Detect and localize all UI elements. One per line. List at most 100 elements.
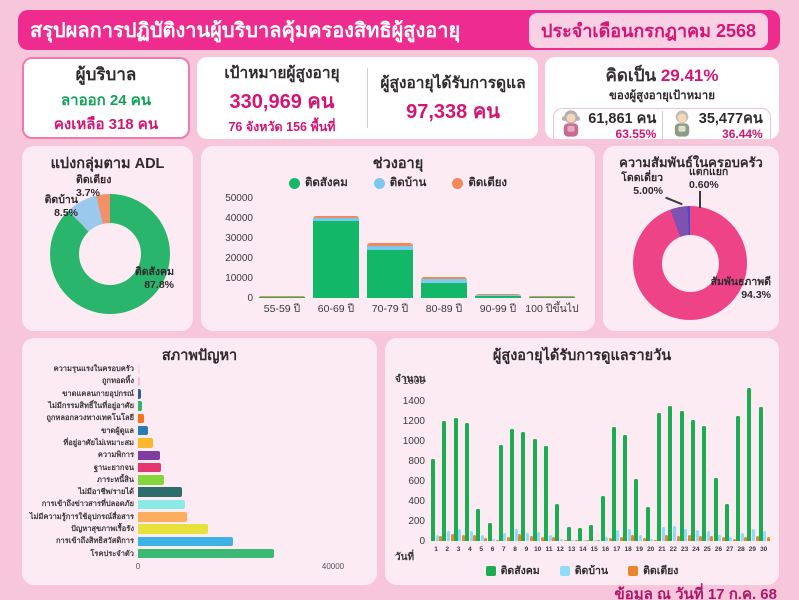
- x-axis-tick: 100 ปีขึ้นไป: [525, 303, 579, 315]
- daily-bar: [631, 535, 635, 541]
- daily-bar: [665, 535, 669, 541]
- homebound-legend-dot: [373, 177, 385, 189]
- y-axis-tick: 1400: [402, 396, 425, 407]
- daily-bar: [600, 496, 605, 541]
- daily-bar: [623, 435, 628, 541]
- donut-hole: [661, 234, 719, 292]
- problem-bar: [138, 389, 142, 399]
- daily-bar: [736, 416, 741, 541]
- daily-bar: [582, 539, 586, 541]
- x-axis-tick: 15: [590, 546, 598, 553]
- donut-hole: [78, 222, 142, 286]
- problem-label: ความรุนแรงในครอบครัว: [53, 364, 134, 374]
- family-donut-chart: [633, 206, 747, 320]
- daily-legend-bedbound: ติดเตียง: [628, 562, 678, 579]
- page-title: สรุปผลการปฏิบัติงานผู้บริบาลคุ้มครองสิทธ…: [30, 20, 461, 42]
- problem-label: ภาระหนี้สิน: [97, 474, 134, 484]
- daily-bar: [552, 537, 556, 541]
- family-broken-pct: 0.60%: [689, 178, 719, 191]
- daily-bar: [740, 532, 744, 541]
- daily-bar: [653, 539, 657, 541]
- daily-bar: [537, 532, 541, 541]
- adl-label-bedbound: ติดเตียง 3.7%: [76, 174, 111, 199]
- daily-bar: [544, 445, 548, 541]
- bar-segment: [259, 296, 305, 297]
- elderly-man-icon: [670, 109, 694, 144]
- daily-bar: [442, 421, 447, 541]
- adl-panel: แบ่งกลุ่มตาม ADL ติดเตียง 3.7% ติดบ้าน 8…: [22, 146, 193, 331]
- daily-bar: [733, 539, 736, 541]
- problem-label: การเข้าถึงสิทธิสวัสดิการ: [55, 536, 134, 546]
- x-axis-tick: 30: [760, 546, 768, 553]
- daily-bar: [684, 528, 688, 541]
- y-axis-tick: 800: [408, 456, 425, 467]
- x-axis-tick: 29: [748, 546, 756, 553]
- daily-bar: [690, 420, 695, 541]
- y-axis-tick: 10000: [225, 273, 253, 284]
- bar-segment: [475, 294, 521, 296]
- adl-label-social: ติดสังคม 87.8%: [118, 266, 174, 291]
- daily-bar: [507, 536, 510, 541]
- target-section: เป้าหมายผู้สูงอายุ 330,969 คน 76 จังหวัด…: [197, 57, 367, 139]
- percent-value: 29.41%: [660, 66, 719, 85]
- daily-bar: [461, 535, 465, 541]
- problem-label: ที่อยู่อาศัยไม่เหมาะสม: [63, 437, 134, 447]
- adl-bedbound-pct: 3.7%: [76, 186, 100, 199]
- adl-title: แบ่งกลุ่มตาม ADL: [50, 156, 165, 172]
- y-axis-tick: 20000: [225, 253, 253, 264]
- daily-bar: [529, 536, 533, 541]
- age-legend-bedbound: ติดเตียง: [452, 174, 507, 192]
- x-axis-tick: 20: [647, 546, 655, 553]
- daily-bar: [571, 539, 575, 541]
- daily-bar: [574, 540, 578, 541]
- daily-bar: [702, 426, 707, 541]
- age-legend-bedbound-label: ติดเตียง: [468, 177, 508, 189]
- family-isolated-name: โดดเดี่ยว: [621, 172, 663, 184]
- x-axis-tick: 70-79 ปี: [371, 303, 409, 315]
- daily-bar: [611, 427, 616, 541]
- problem-bar: [138, 524, 208, 534]
- bar-segment: [421, 276, 467, 279]
- daily-legend-social: ติดสังคม: [485, 562, 540, 579]
- problem-label: โรคประจำตัว: [90, 548, 134, 558]
- x-axis-tick: 10: [534, 546, 542, 553]
- bar-segment: [367, 250, 413, 298]
- cared-section: ผู้สูงอายุได้รับการดูแล 97,338 คน: [368, 57, 538, 139]
- male-pct: 36.44%: [722, 126, 763, 141]
- problem-label: ถูกหลอกลวงทางเทคโนโลยี: [46, 413, 134, 423]
- x-axis-tick: 8: [513, 546, 517, 553]
- daily-bar: [526, 532, 529, 541]
- daily-ylabel: จำนวน: [395, 374, 426, 385]
- daily-legend-bedbound-label: ติดเตียง: [643, 565, 679, 577]
- problem-bar: [138, 401, 143, 411]
- daily-bar: [458, 529, 462, 541]
- problem-label: ขาดแคลนกายอุปกรณ์: [62, 388, 134, 398]
- daily-bar: [608, 538, 612, 541]
- x-axis-tick: 18: [624, 546, 632, 553]
- family-title: ความสัมพันธ์ในครอบครัว: [619, 155, 763, 170]
- isolated-leader-line: [665, 196, 683, 205]
- daily-xlabel: วันที่: [395, 552, 415, 563]
- x-axis-tick: 40000: [321, 561, 345, 571]
- x-axis-tick: 16: [601, 546, 610, 553]
- broken-leader-line: [699, 191, 701, 208]
- problem-bar: [138, 499, 186, 510]
- bar-segment: [313, 216, 359, 218]
- daily-legend-social-label: ติดสังคม: [500, 565, 540, 577]
- male-count: 35,477คน: [698, 111, 763, 128]
- daily-bar: [657, 413, 661, 541]
- x-axis-tick: 21: [658, 546, 666, 553]
- daily-bar: [586, 540, 590, 541]
- family-label-isolated: โดดเดี่ยว 5.00%: [611, 172, 663, 197]
- daily-bar: [540, 536, 544, 541]
- adl-donut-chart: [50, 194, 170, 314]
- daily-bar: [695, 530, 699, 541]
- daily-bar: [532, 439, 537, 541]
- daily-bar: [729, 537, 733, 541]
- daily-bar: [634, 479, 639, 541]
- y-axis-tick: 0: [247, 293, 253, 304]
- x-axis-tick: 22: [669, 546, 677, 553]
- daily-bar: [718, 535, 722, 541]
- y-axis-tick: 1600: [402, 376, 425, 387]
- y-axis-tick: 600: [408, 476, 425, 487]
